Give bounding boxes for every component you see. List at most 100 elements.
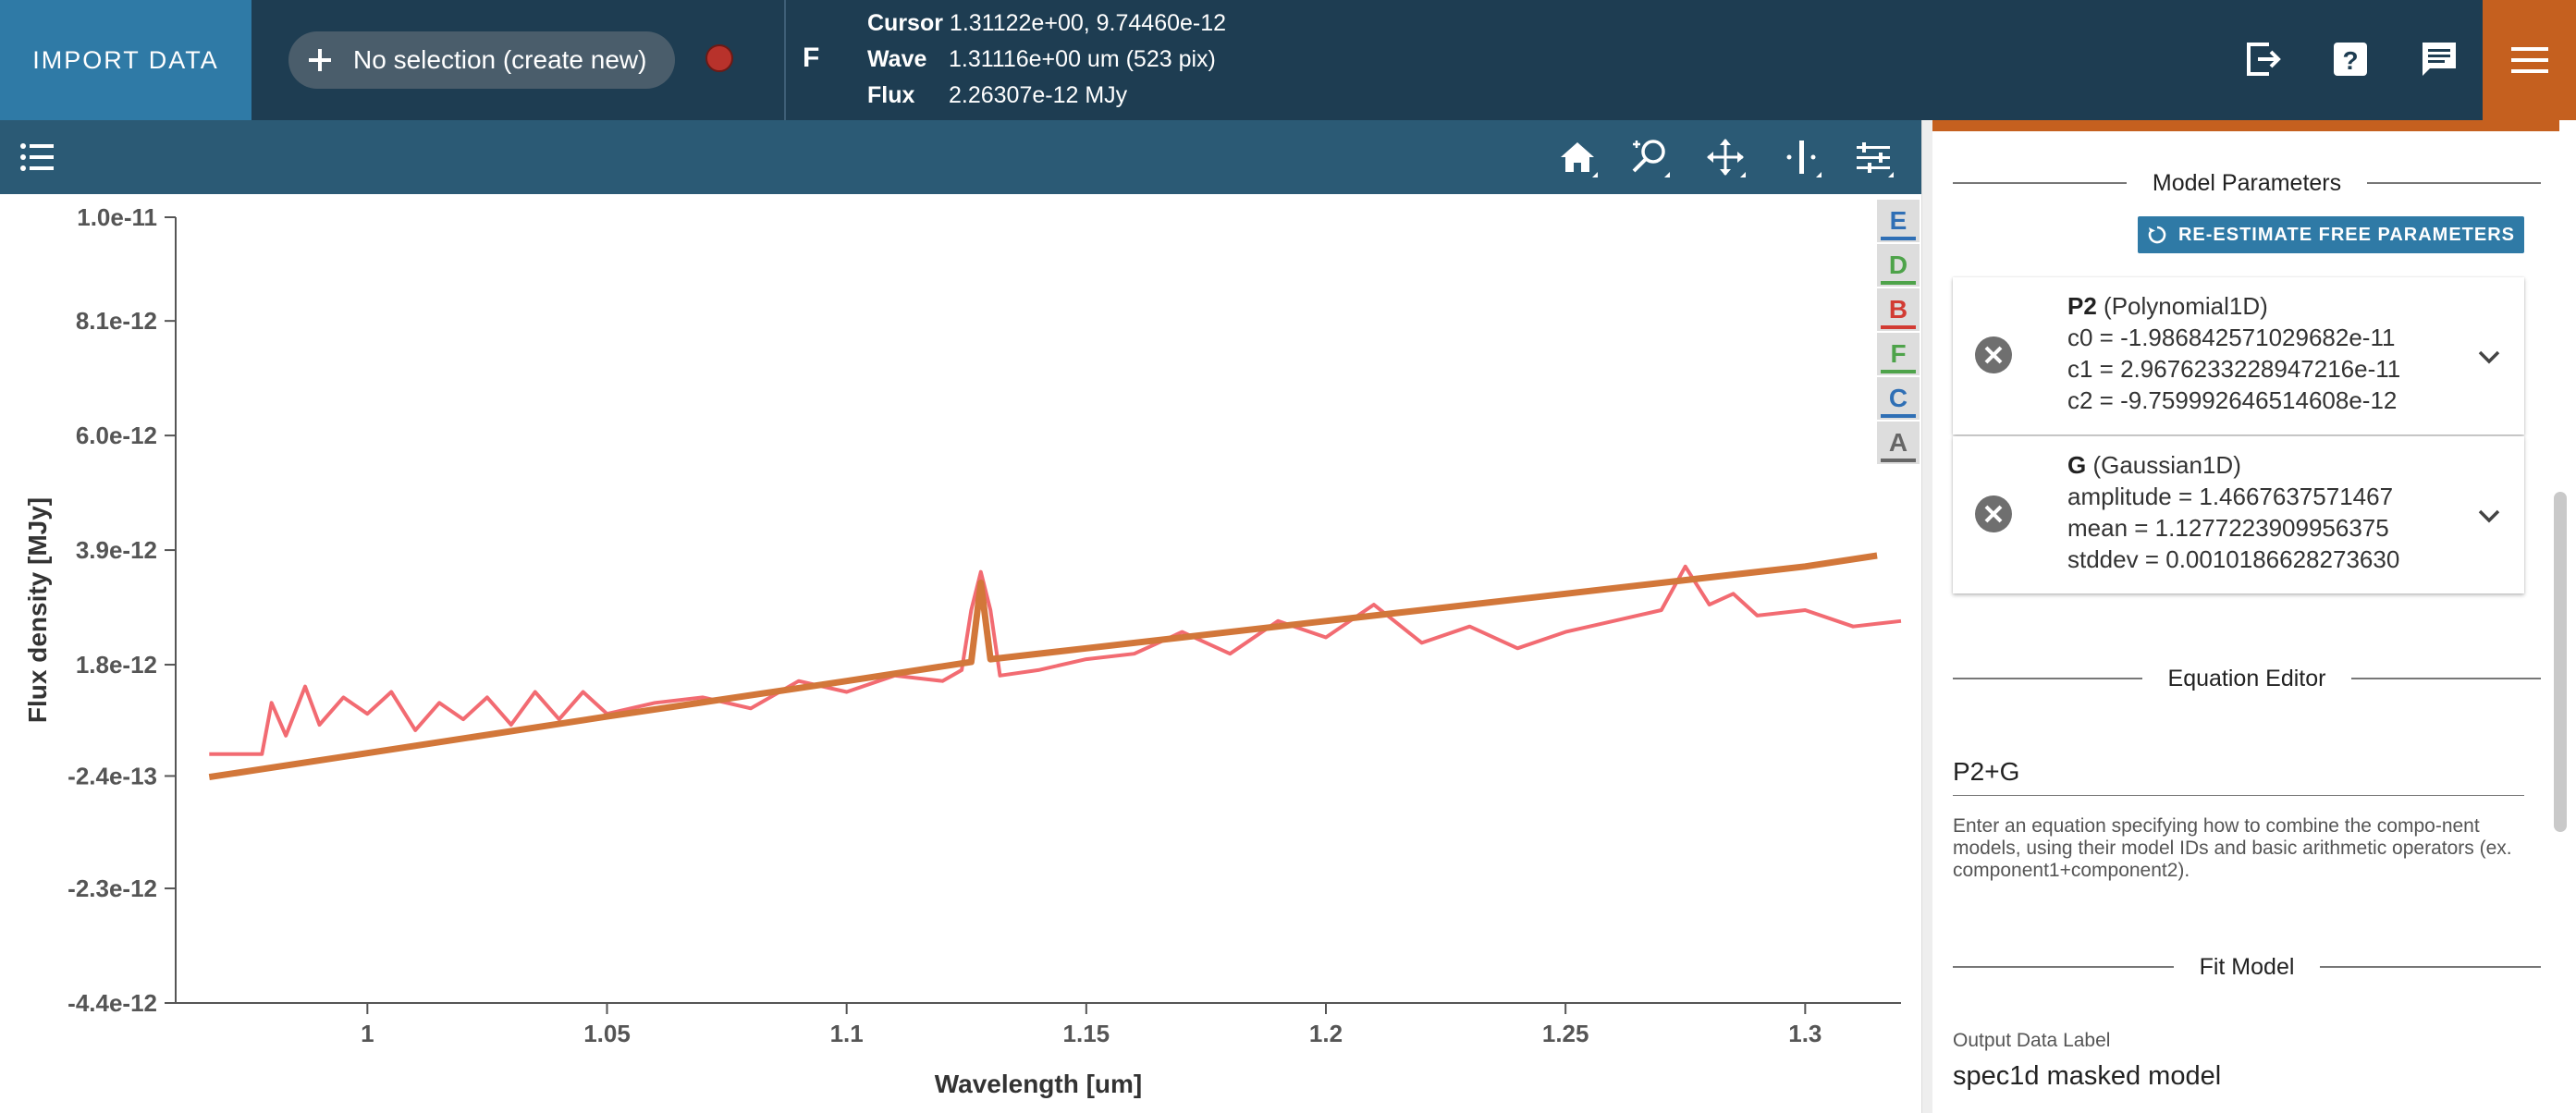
layers-icon[interactable] — [17, 137, 57, 177]
feedback-icon[interactable] — [2417, 37, 2461, 81]
component-param: stddev = 0.0010186628273630 — [2067, 545, 2400, 573]
y-axis-label: Flux density [MJy] — [23, 497, 52, 723]
wave-value: 1.31116e+00 um (523 pix) — [949, 46, 1216, 72]
x-tick-label: 1.1 — [830, 1020, 864, 1047]
layer-color-swatch — [1881, 414, 1916, 418]
subset-mode-indicator[interactable] — [705, 44, 733, 72]
flux-label: Flux — [867, 82, 915, 108]
x-tick-label: 1.25 — [1542, 1020, 1589, 1047]
layer-button[interactable] — [1877, 288, 1920, 331]
y-tick-label: -4.4e-12 — [67, 989, 157, 1017]
layer-button[interactable] — [1877, 244, 1920, 287]
component-type: (Polynomial1D) — [2104, 292, 2268, 320]
y-tick-label: 3.9e-12 — [76, 536, 157, 564]
layer-button[interactable] — [1877, 333, 1920, 375]
series-line-spectrum — [209, 564, 1902, 756]
subset-select[interactable]: No selection (create new) — [288, 31, 675, 89]
select-icon[interactable] — [1781, 137, 1822, 177]
cursor-label: Cursor — [867, 10, 943, 36]
component-param: mean = 1.1277223909956375 — [2067, 514, 2389, 542]
model-parameters-header: Model Parameters — [1953, 165, 2541, 202]
equation-input[interactable]: P2+G — [1953, 749, 2524, 796]
equation-hint: Enter an equation specifying how to comb… — [1953, 815, 2512, 881]
chevron-down-icon[interactable] — [2474, 501, 2504, 531]
fit-model-header: Fit Model — [1953, 948, 2541, 985]
y-tick-label: 1.0e-11 — [77, 203, 157, 231]
remove-icon[interactable] — [1973, 335, 2014, 375]
component-param: c2 = -9.759992646514608e-12 — [2067, 386, 2398, 414]
reestimate-label: RE-ESTIMATE FREE PARAMETERS — [2177, 224, 2516, 245]
component-param: c0 = -1.986842571029682e-11 — [2067, 324, 2396, 351]
layer-button-label: C — [1889, 384, 1907, 412]
component-param: amplitude = 1.4667637571467 — [2067, 483, 2394, 510]
series-line-model — [208, 552, 1878, 781]
refresh-icon — [2148, 226, 2166, 244]
settings-icon[interactable] — [1853, 137, 1894, 177]
x-tick-label: 1.2 — [1309, 1020, 1343, 1047]
y-tick-label: 6.0e-12 — [76, 422, 157, 449]
layer-color-swatch — [1881, 325, 1916, 329]
panel-scrollbar[interactable] — [2554, 492, 2567, 832]
component-type: (Gaussian1D) — [2092, 451, 2241, 479]
menu-button[interactable] — [2483, 0, 2576, 120]
divider — [784, 0, 786, 120]
model-fitting-panel: Model Parameters RE-ESTIMATE FREE PARAME… — [1932, 120, 2576, 1113]
layer-button[interactable] — [1877, 422, 1920, 464]
component-card-p2: P2 (Polynomial1D) c0 = -1.98684257102968… — [1953, 277, 2524, 434]
menu-icon — [2510, 47, 2548, 73]
layer-button-label: D — [1889, 251, 1907, 279]
home-icon[interactable] — [1557, 137, 1598, 177]
component-param: c1 = 2.9676233228947216e-11 — [2067, 355, 2401, 383]
layer-button[interactable] — [1877, 200, 1920, 242]
remove-icon[interactable] — [1973, 494, 2014, 534]
viewer-reference: F — [803, 43, 820, 73]
panel-splitter[interactable] — [1921, 120, 1933, 1113]
component-body: G (Gaussian1D) amplitude = 1.46676375714… — [2067, 449, 2447, 575]
layer-color-swatch — [1881, 237, 1916, 240]
x-tick-label: 1.3 — [1788, 1020, 1822, 1047]
subset-select-label: No selection (create new) — [353, 45, 647, 74]
import-data-button[interactable]: IMPORT DATA — [0, 0, 251, 120]
pan-icon[interactable] — [1705, 137, 1746, 177]
x-tick-label: 1.15 — [1063, 1020, 1110, 1047]
layer-color-swatch — [1881, 281, 1916, 285]
layer-button-label: B — [1889, 295, 1907, 324]
chevron-down-icon[interactable] — [2474, 342, 2504, 372]
layer-button-label: F — [1890, 339, 1906, 368]
viewer-toolbar — [0, 120, 1921, 194]
component-body: P2 (Polynomial1D) c0 = -1.98684257102968… — [2067, 290, 2447, 416]
y-tick-label: 1.8e-12 — [76, 651, 157, 679]
spectrum-plot[interactable]: 1.0e-11 8.1e-12 6.0e-12 3.9e-12 1.8e-12 -2.4e… — [0, 194, 1921, 1113]
wave-label: Wave — [867, 46, 927, 72]
plus-icon — [309, 49, 331, 71]
panel-accent-bar — [1932, 120, 2559, 131]
equation-editor-title: Equation Editor — [2167, 665, 2326, 691]
layer-button-label: E — [1890, 206, 1907, 235]
top-bar: IMPORT DATA No selection (create new) F … — [0, 0, 2576, 120]
y-tick-label: -2.3e-12 — [67, 874, 157, 902]
export-icon[interactable] — [2241, 37, 2286, 81]
component-card-g: G (Gaussian1D) amplitude = 1.46676375714… — [1953, 436, 2524, 593]
layer-button[interactable] — [1877, 377, 1920, 420]
help-icon[interactable]: ? — [2328, 37, 2373, 81]
x-tick-label: 1 — [361, 1020, 374, 1047]
reestimate-parameters-button[interactable]: RE-ESTIMATE FREE PARAMETERS — [2138, 216, 2524, 253]
component-id: G — [2067, 451, 2087, 479]
y-tick-label: -2.4e-13 — [67, 762, 157, 789]
x-tick-label: 1.05 — [583, 1020, 631, 1047]
x-axis-label: Wavelength [um] — [935, 1070, 1143, 1098]
zoom-icon[interactable] — [1629, 137, 1670, 177]
output-label-input[interactable]: spec1d masked model — [1953, 1061, 2222, 1091]
component-id: P2 — [2067, 292, 2097, 320]
model-parameters-title: Model Parameters — [2152, 169, 2342, 196]
fit-model-title: Fit Model — [2199, 953, 2295, 980]
flux-value: 2.26307e-12 MJy — [949, 82, 1128, 108]
coords-info: Cursor 1.31122e+00, 9.74460e-12 Wave 1.31… — [867, 6, 1226, 114]
svg-text:?: ? — [2342, 46, 2358, 75]
layer-color-swatch — [1881, 459, 1916, 462]
equation-editor-header: Equation Editor — [1953, 660, 2542, 697]
layer-color-swatch — [1881, 370, 1916, 373]
output-label-caption: Output Data Label — [1953, 1030, 2111, 1051]
y-tick-label: 8.1e-12 — [76, 307, 157, 335]
layer-button-label: A — [1889, 428, 1907, 457]
